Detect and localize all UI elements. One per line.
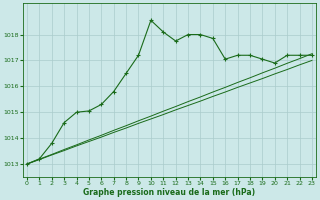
X-axis label: Graphe pression niveau de la mer (hPa): Graphe pression niveau de la mer (hPa) [84, 188, 256, 197]
